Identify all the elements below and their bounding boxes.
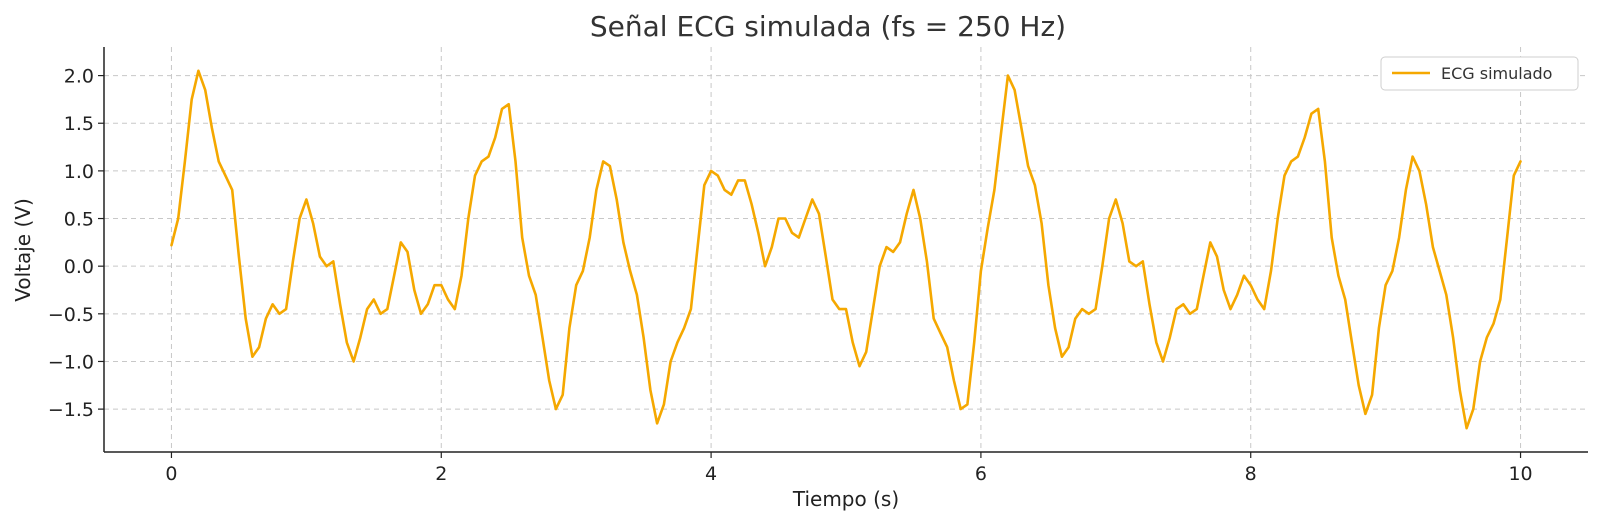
legend: ECG simulado xyxy=(1380,56,1579,91)
y-tick-label: −1.0 xyxy=(48,351,94,373)
y-tick-label: 1.5 xyxy=(64,113,94,135)
x-tick-label: 0 xyxy=(165,463,177,485)
x-axis-label: Tiempo (s) xyxy=(792,487,899,511)
y-tick-label: −0.5 xyxy=(48,304,94,326)
y-tick-label: 1.0 xyxy=(64,161,94,183)
y-tick-label: 2.0 xyxy=(64,66,94,88)
y-tick-label: −1.5 xyxy=(48,399,94,421)
x-tick-label: 4 xyxy=(705,463,717,485)
y-tick-label: 0.0 xyxy=(64,256,94,278)
y-axis-label: Voltaje (V) xyxy=(11,198,35,302)
x-tick-label: 2 xyxy=(435,463,447,485)
legend-label: ECG simulado xyxy=(1441,64,1552,83)
axis-ticks: 0 2 4 6 8 10 −1.5 −1.0 −0.5 0.0 0.5 1.0 1.5 2.0 xyxy=(48,66,1533,485)
x-tick-label: 8 xyxy=(1245,463,1257,485)
chart-title: Señal ECG simulada (fs = 250 Hz) xyxy=(590,10,1066,43)
legend-box xyxy=(1380,56,1579,91)
y-tick-label: 0.5 xyxy=(64,209,94,231)
x-tick-label: 6 xyxy=(975,463,987,485)
x-tick-label: 10 xyxy=(1508,463,1532,485)
series-line-ecg xyxy=(170,69,1522,430)
grid-lines xyxy=(104,47,1588,452)
